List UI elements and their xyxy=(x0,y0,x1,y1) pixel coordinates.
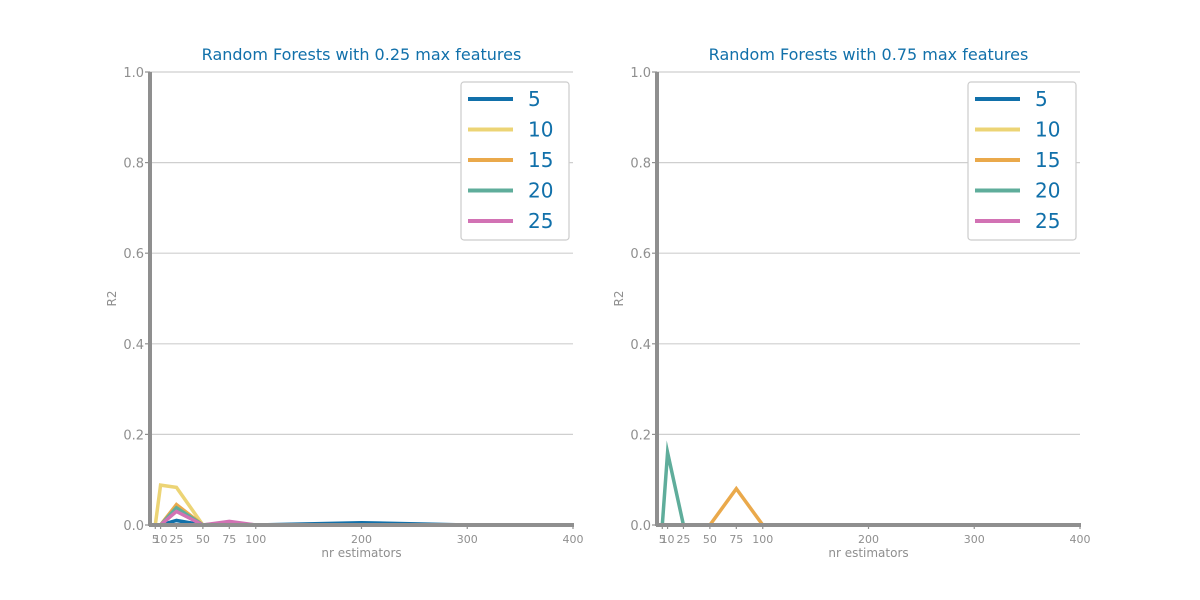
series-line-15 xyxy=(662,485,1080,527)
x-tick-label: 100 xyxy=(752,533,773,546)
series-line-20 xyxy=(660,440,1080,527)
legend-label: 20 xyxy=(1035,179,1060,203)
x-tick-label: 300 xyxy=(457,533,478,546)
legend-label: 25 xyxy=(528,209,553,233)
y-tick-label: 1.0 xyxy=(123,66,144,81)
x-tick-label: 400 xyxy=(1070,533,1091,546)
legend: 5 10 15 20 25 xyxy=(967,81,1077,241)
x-axis-label: nr estimators xyxy=(321,546,401,560)
y-tick-label: 0.2 xyxy=(630,428,651,443)
x-tick-label: 200 xyxy=(351,533,372,546)
chart-panel-2: Random Forests with 0.75 max features 0.0… xyxy=(612,45,1091,560)
y-tick-label: 0.8 xyxy=(630,157,651,172)
x-tick-label: 5 xyxy=(659,533,666,546)
legend-label: 10 xyxy=(1035,118,1060,142)
y-tick-label: 0.6 xyxy=(123,247,144,262)
x-tick-label: 400 xyxy=(563,533,584,546)
y-tick-label: 0.6 xyxy=(630,247,651,262)
y-tick-label: 0.4 xyxy=(123,338,144,353)
legend-label: 15 xyxy=(528,148,553,172)
x-tick-label: 75 xyxy=(729,533,743,546)
y-tick-label: 0.8 xyxy=(123,157,144,172)
x-tick-label: 25 xyxy=(676,533,690,546)
x-axis-label: nr estimators xyxy=(828,546,908,560)
chart-panel-1: Random Forests with 0.25 max features 0.0… xyxy=(105,45,584,560)
x-tick-label: 75 xyxy=(222,533,236,546)
legend-box xyxy=(967,81,1077,241)
x-tick-label: 10 xyxy=(154,533,168,546)
x-tick-label: 5 xyxy=(152,533,159,546)
legend-label: 25 xyxy=(1035,209,1060,233)
legend-box xyxy=(460,81,570,241)
chart-title: Random Forests with 0.25 max features xyxy=(202,45,522,64)
legend-label: 20 xyxy=(528,179,553,203)
y-tick-label: 0.0 xyxy=(123,519,144,534)
y-tick-label: 0.0 xyxy=(630,519,651,534)
series-line-10 xyxy=(153,483,573,527)
x-tick-label: 100 xyxy=(245,533,266,546)
y-tick-label: 0.2 xyxy=(123,428,144,443)
x-tick-label: 25 xyxy=(169,533,183,546)
y-tick-label: 0.4 xyxy=(630,338,651,353)
x-tick-label: 300 xyxy=(964,533,985,546)
legend-label: 5 xyxy=(1035,87,1048,111)
legend: 5 10 15 20 25 xyxy=(460,81,570,241)
y-axis-label: R2 xyxy=(105,291,119,307)
x-tick-label: 50 xyxy=(196,533,210,546)
legend-label: 5 xyxy=(528,87,541,111)
x-tick-label: 10 xyxy=(661,533,675,546)
y-axis-label: R2 xyxy=(612,291,626,307)
y-tick-label: 1.0 xyxy=(630,66,651,81)
legend-label: 10 xyxy=(528,118,553,142)
x-tick-label: 50 xyxy=(703,533,717,546)
legend-label: 15 xyxy=(1035,148,1060,172)
x-tick-label: 200 xyxy=(858,533,879,546)
chart-title: Random Forests with 0.75 max features xyxy=(709,45,1029,64)
